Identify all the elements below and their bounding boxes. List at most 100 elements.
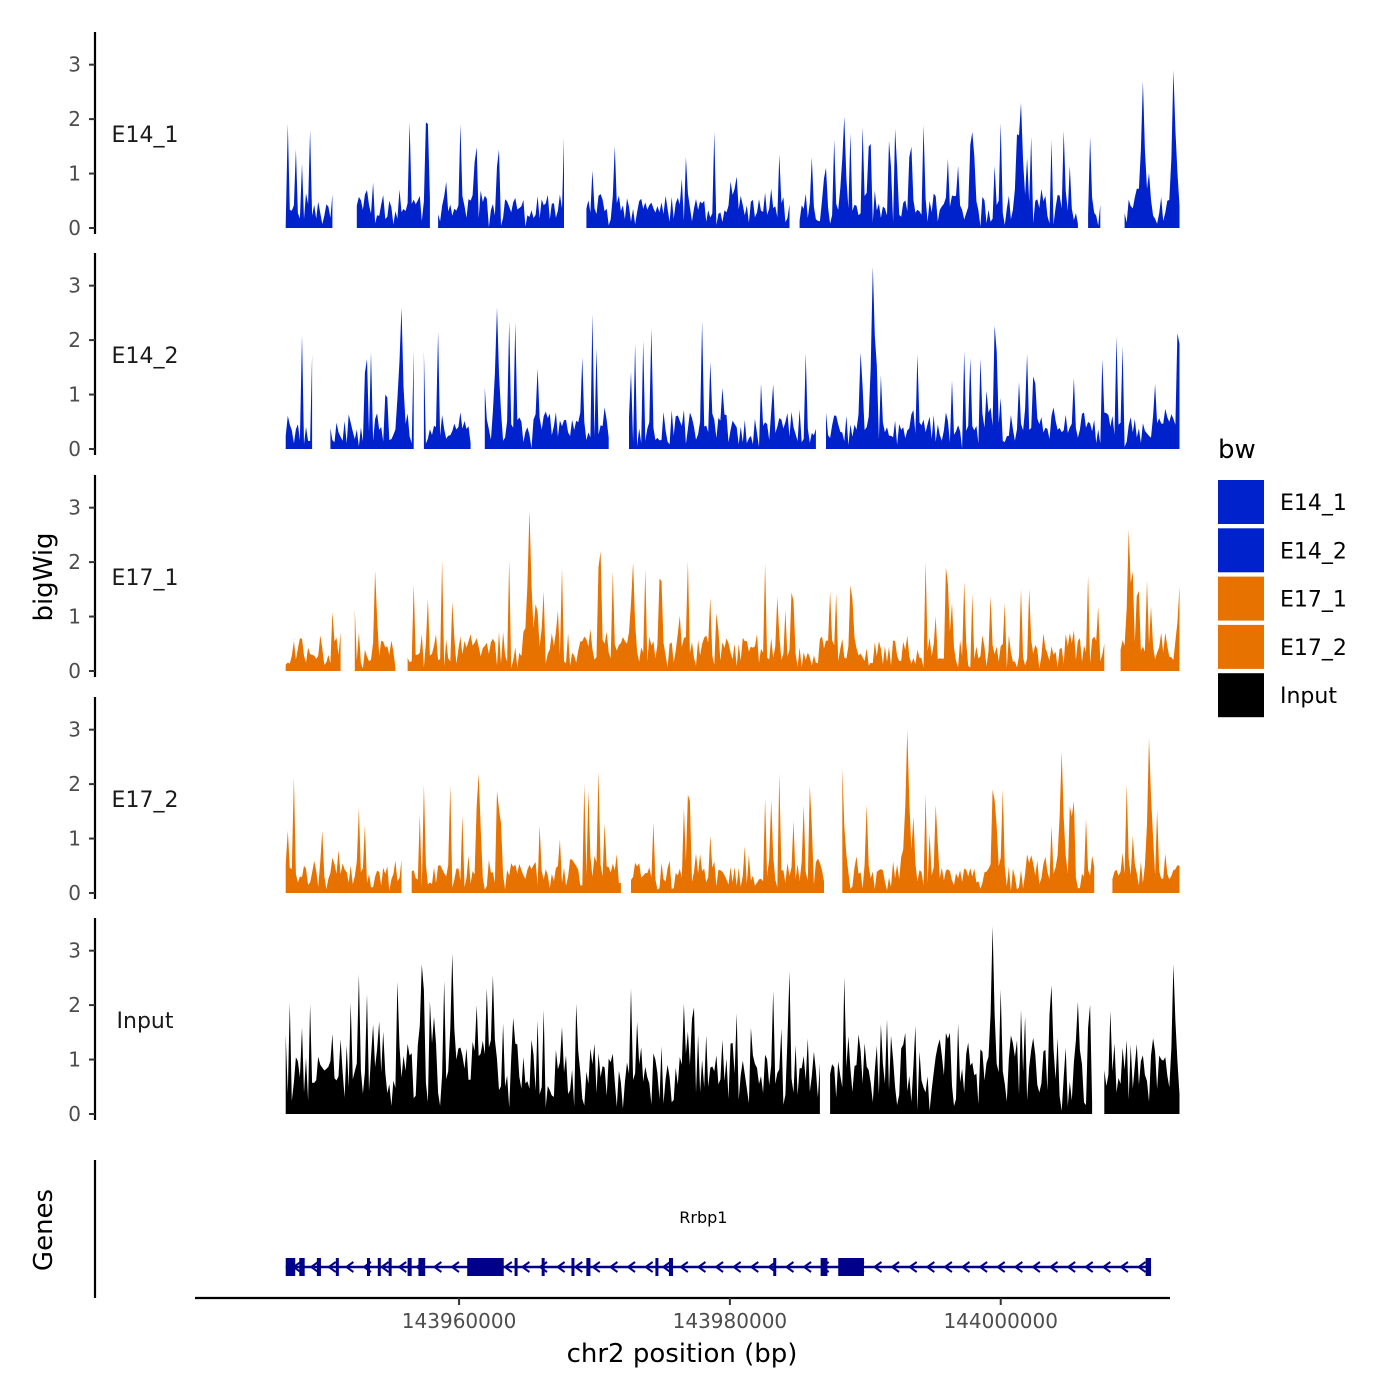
y-tick-label: 2 (68, 550, 81, 574)
exon (655, 1258, 659, 1276)
strand-arrow (1101, 1261, 1111, 1273)
y-tick-label: 2 (68, 772, 81, 796)
strand-arrow (591, 1261, 601, 1273)
track-label-e17_1: E17_1 (112, 566, 179, 591)
strand-arrow (872, 1261, 883, 1273)
strand-arrow (1013, 1261, 1023, 1273)
strand-arrow (943, 1261, 953, 1273)
legend-label-e17-2: E17_2 (1280, 636, 1347, 661)
strand-arrow (679, 1261, 689, 1273)
strand-arrow (749, 1261, 759, 1273)
y-tick-label: 3 (68, 274, 81, 298)
y-axis-title: bigWig (29, 532, 59, 621)
x-tick-label: 143960000 (402, 1309, 517, 1333)
legend-swatch-e14-2 (1218, 528, 1264, 573)
strand-arrow (327, 1261, 337, 1273)
exon (407, 1258, 412, 1276)
strand-arrow (643, 1261, 654, 1273)
strand-arrow (573, 1261, 583, 1273)
y-tick-label: 0 (68, 881, 81, 905)
y-tick-label: 1 (68, 162, 81, 186)
strand-arrow (432, 1261, 442, 1273)
strand-arrow (1031, 1261, 1041, 1273)
signal-area-e17_1 (285, 510, 1180, 671)
y-tick-label: 1 (68, 827, 81, 851)
strand-arrow (538, 1261, 548, 1273)
y-tick-label: 0 (68, 216, 81, 240)
exon (1145, 1258, 1152, 1276)
legend-swatch-input (1218, 673, 1264, 718)
strand-arrow (925, 1261, 935, 1273)
strand-arrow (397, 1261, 407, 1273)
strand-arrow (802, 1261, 812, 1273)
track-label-input: Input (117, 1009, 174, 1034)
legend-label-e17-1: E17_1 (1280, 588, 1347, 613)
exon (388, 1258, 392, 1276)
y-tick-label: 0 (68, 1102, 81, 1126)
exon (586, 1258, 591, 1276)
strand-arrow (907, 1261, 918, 1273)
y-tick-label: 2 (68, 328, 81, 352)
strand-arrow (626, 1261, 636, 1273)
exon (514, 1258, 518, 1276)
signal-area-input (285, 926, 1180, 1114)
strand-arrow (309, 1261, 319, 1273)
exon (820, 1258, 828, 1276)
y-tick-label: 0 (68, 659, 81, 683)
exon (366, 1258, 370, 1276)
legend-swatch-e17-2 (1218, 624, 1264, 669)
exon (668, 1258, 674, 1276)
exon (377, 1258, 381, 1276)
exon (541, 1258, 545, 1276)
exon (467, 1258, 500, 1276)
strand-arrow (661, 1261, 671, 1273)
genes-axis-title: Genes (29, 1189, 59, 1271)
strand-arrow (608, 1261, 619, 1273)
strand-arrow (520, 1261, 530, 1273)
exon (498, 1258, 504, 1276)
y-tick-label: 2 (68, 107, 81, 131)
tracks-layer: 0 1 2 3 E14_1 0 1 2 3 E14_2 0 1 2 3 E17_1 0 1 2 3 E17_2 0 1 2 3… (68, 32, 1180, 1126)
exon (571, 1258, 575, 1276)
gene-name-label: Rrbp1 (679, 1208, 727, 1227)
exon (316, 1258, 321, 1276)
exon (773, 1258, 777, 1276)
x-tick-label: 143980000 (673, 1309, 788, 1333)
strand-arrow (1084, 1261, 1094, 1273)
track-e17-1: 0 1 2 3 E17_1 (68, 475, 1180, 683)
strand-arrow (1136, 1261, 1147, 1273)
exon (335, 1258, 339, 1276)
legend-swatch-e14-1 (1218, 480, 1264, 524)
exon (299, 1258, 305, 1276)
strand-arrow (784, 1261, 795, 1273)
track-label-e14_1: E14_1 (112, 123, 179, 148)
y-tick-label: 3 (68, 53, 81, 77)
gene-track: Rrbp1 (93, 1160, 1152, 1298)
signal-area-e14_1 (285, 70, 1180, 228)
track-input: 0 1 2 3 Input (68, 918, 1180, 1126)
track-e14-2: 0 1 2 3 E14_2 (68, 253, 1180, 461)
legend-title: bw (1218, 435, 1256, 465)
y-tick-label: 3 (68, 939, 81, 963)
strand-arrow (1048, 1261, 1059, 1273)
y-tick-label: 2 (68, 993, 81, 1017)
strand-arrow (1066, 1261, 1076, 1273)
track-label-e17_2: E17_2 (112, 788, 179, 813)
legend-label-e14-1: E14_1 (1280, 491, 1347, 516)
legend-swatch-e17-1 (1218, 576, 1264, 621)
strand-arrow (344, 1261, 354, 1273)
x-axis-title: chr2 position (bp) (567, 1339, 798, 1369)
track-label-e14_2: E14_2 (112, 344, 179, 369)
y-tick-label: 1 (68, 383, 81, 407)
strand-arrow (714, 1261, 724, 1273)
strand-arrow (960, 1261, 971, 1273)
strand-arrow (996, 1261, 1006, 1273)
y-tick-label: 3 (68, 718, 81, 742)
track-e17-2: 0 1 2 3 E17_2 (68, 697, 1180, 905)
strand-arrow (450, 1261, 460, 1273)
strand-arrow (1119, 1261, 1129, 1273)
strand-arrow (379, 1261, 390, 1273)
strand-arrow (555, 1261, 566, 1273)
legend-label-input: Input (1280, 684, 1337, 709)
